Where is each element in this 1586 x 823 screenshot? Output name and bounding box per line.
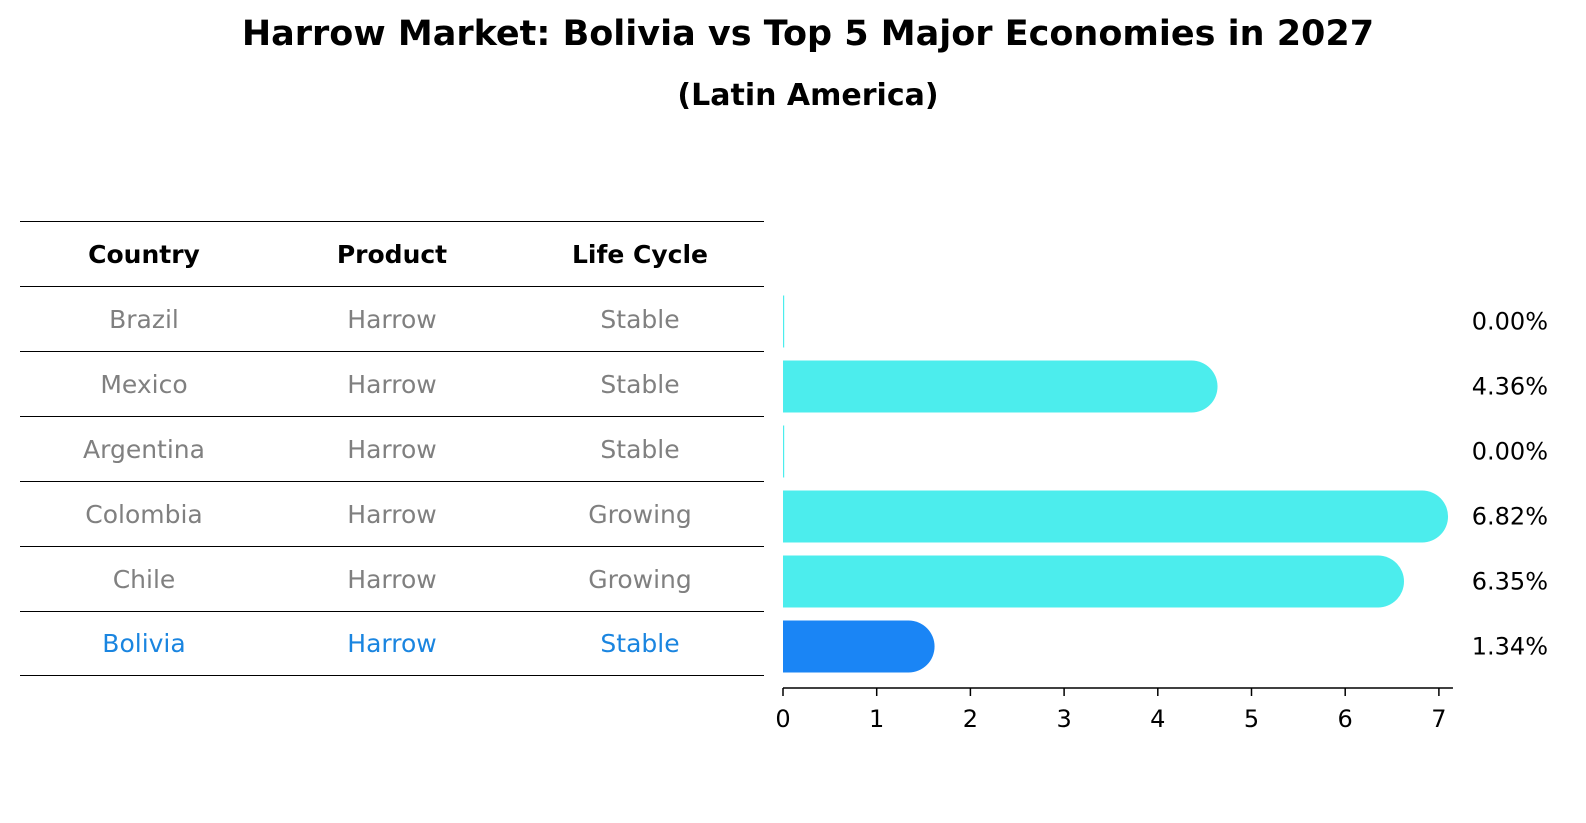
bars-group <box>783 295 1449 673</box>
table-row: Brazil Harrow Stable <box>20 286 764 351</box>
value-label-brazil: 0.00% <box>1472 308 1548 336</box>
cell-product: Harrow <box>347 434 437 464</box>
bar-colombia <box>783 490 1449 543</box>
chart-subtitle: (Latin America) <box>677 78 939 113</box>
cell-country: Bolivia <box>102 629 186 658</box>
value-label-mexico: 4.36% <box>1472 373 1548 401</box>
cell-product: Harrow <box>347 564 437 594</box>
x-axis: 0 1 2 3 4 5 6 7 <box>775 687 1453 733</box>
value-label-argentina: 0.00% <box>1472 438 1548 466</box>
cell-product: Harrow <box>347 629 437 658</box>
x-tick-label: 1 <box>869 705 884 733</box>
cell-life-cycle: Growing <box>588 499 692 529</box>
bar-argentina <box>783 425 785 478</box>
cell-country: Argentina <box>83 434 205 464</box>
value-label-bolivia: 1.34% <box>1472 633 1548 661</box>
cell-country: Chile <box>112 564 176 594</box>
bar-mexico <box>783 360 1218 413</box>
cell-product: Harrow <box>347 304 437 334</box>
bar-bolivia <box>783 620 935 673</box>
cell-life-cycle: Stable <box>600 369 680 399</box>
x-tick-label: 2 <box>963 705 978 733</box>
cell-country: Colombia <box>85 499 203 529</box>
cell-life-cycle: Growing <box>588 564 692 594</box>
cell-life-cycle: Stable <box>600 434 680 464</box>
table-row-highlighted: Bolivia Harrow Stable <box>20 611 764 676</box>
table-row: Chile Harrow Growing <box>20 546 764 611</box>
table-row: Argentina Harrow Stable <box>20 416 764 481</box>
header-life-cycle: Life Cycle <box>571 239 709 269</box>
table-row: Mexico Harrow Stable <box>20 351 764 416</box>
value-label-colombia: 6.82% <box>1472 503 1548 531</box>
x-tick-label: 3 <box>1056 705 1071 733</box>
data-table: Country Product Life Cycle Brazil Harrow… <box>20 221 764 676</box>
chart-title: Harrow Market: Bolivia vs Top 5 Major Ec… <box>241 14 1375 54</box>
cell-life-cycle: Stable <box>600 629 680 658</box>
x-tick-label: 5 <box>1244 705 1259 733</box>
cell-product: Harrow <box>347 499 437 529</box>
x-tick-label: 6 <box>1338 705 1353 733</box>
header-product: Product <box>336 239 448 269</box>
table-header-row: Country Product Life Cycle <box>20 221 764 286</box>
x-tick-label: 4 <box>1150 705 1165 733</box>
table-row: Colombia Harrow Growing <box>20 481 764 546</box>
bar-chile <box>783 555 1404 608</box>
header-country: Country <box>88 239 200 269</box>
cell-country: Mexico <box>100 369 188 399</box>
x-tick-label: 0 <box>775 705 790 733</box>
cell-life-cycle: Stable <box>600 304 680 334</box>
cell-product: Harrow <box>347 369 437 399</box>
value-label-chile: 6.35% <box>1472 568 1548 596</box>
cell-country: Brazil <box>109 304 179 334</box>
bar-brazil <box>783 295 785 348</box>
value-labels-group: 0.00% 4.36% 0.00% 6.82% 6.35% 1.34% <box>1472 308 1548 661</box>
x-tick-label: 7 <box>1431 705 1446 733</box>
